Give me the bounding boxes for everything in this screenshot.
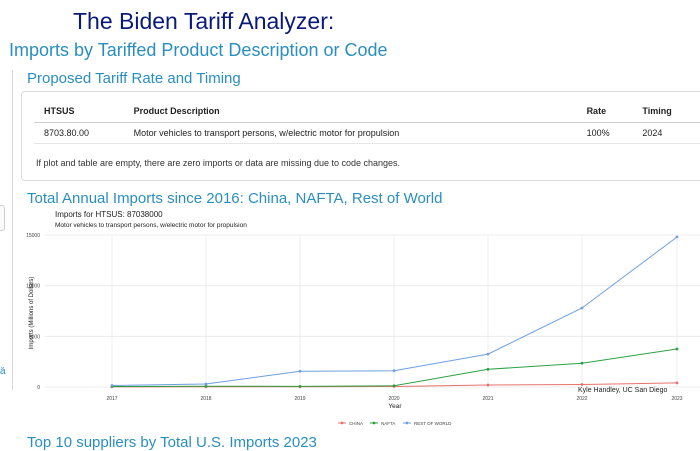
data-point (110, 384, 114, 387)
data-point (580, 361, 584, 365)
data-point (392, 384, 396, 388)
y-axis-label: Imports (Millions of Dollars) (29, 277, 35, 350)
x-tick-label: 2020 (388, 396, 399, 402)
cell-rate: 100% (576, 122, 633, 144)
legend-label: CHINA (349, 421, 363, 426)
column-header-timing: Timing (632, 100, 700, 123)
page-subtitle: Imports by Tariffed Product Description … (9, 40, 388, 60)
legend-marker (340, 421, 344, 425)
data-point (298, 369, 302, 373)
data-point (204, 382, 208, 386)
column-header-description: Product Description (123, 100, 577, 123)
chart-annotation: Kyle Handley, UC San Diego (578, 387, 667, 394)
data-point (580, 306, 584, 310)
cell-htsus: 8703.80.00 (34, 122, 124, 144)
data-point (486, 352, 490, 356)
data-point (675, 381, 679, 385)
legend-marker (372, 421, 376, 425)
x-tick-label: 2023 (671, 396, 682, 402)
chart-legend: CHINA NAFTA REST OF WORLD (338, 421, 452, 426)
column-header-htsus: HTSUS (34, 100, 124, 123)
empty-data-note: If plot and table are empty, there are z… (36, 158, 401, 168)
legend-label: REST OF WORLD (414, 421, 452, 426)
chart-subtitle: Motor vehicles to transport persons, w/e… (55, 222, 247, 229)
tariff-card: HTSUS Product Description Rate Timing 87… (21, 91, 700, 181)
sidebar-handle[interactable] (0, 205, 5, 231)
chart-title: Imports for HTSUS: 87038000 (55, 210, 163, 219)
x-tick-label: 2018 (200, 396, 211, 402)
table-header-row: HTSUS Product Description Rate Timing (34, 100, 700, 123)
data-point (675, 235, 679, 239)
data-point (486, 383, 490, 387)
y-tick-label: 0 (37, 385, 40, 391)
chart-series (110, 235, 679, 389)
y-axis-ticks: 0 5000 10000 15000 (26, 233, 40, 391)
tariff-table: HTSUS Product Description Rate Timing 87… (34, 100, 700, 144)
legend-marker (405, 421, 409, 425)
data-point (675, 347, 679, 351)
chart-grid (45, 234, 700, 388)
table-row: 8703.80.00 Motor vehicles to transport p… (34, 122, 700, 144)
top-suppliers-heading: Top 10 suppliers by Total U.S. Imports 2… (27, 434, 317, 451)
data-point (204, 384, 208, 388)
y-tick-label: 10000 (26, 284, 40, 290)
x-axis-ticks: 2017 2018 2019 2020 2021 2022 2023 (106, 396, 682, 402)
cell-timing: 2024 (632, 122, 700, 144)
column-header-rate: Rate (576, 100, 633, 123)
x-tick-label: 2022 (576, 396, 587, 402)
data-point (392, 369, 396, 373)
chart-section-heading: Total Annual Imports since 2016: China, … (27, 190, 443, 207)
cell-description: Motor vehicles to transport persons, w/e… (123, 122, 577, 144)
imports-line-chart: Imports for HTSUS: 87038000 Motor vehicl… (26, 210, 700, 426)
data-point (298, 385, 302, 388)
x-axis-label: Year (388, 403, 402, 410)
data-point (486, 367, 490, 371)
sidebar-glyph: ä (0, 366, 6, 377)
data-point (580, 383, 584, 386)
x-tick-label: 2021 (482, 396, 493, 402)
app-title: The Biden Tariff Analyzer: (73, 8, 335, 34)
y-tick-label: 5000 (29, 334, 40, 340)
legend-label: NAFTA (381, 421, 395, 426)
y-tick-label: 15000 (26, 233, 40, 239)
x-tick-label: 2017 (106, 396, 117, 402)
sidebar-edge (0, 70, 13, 390)
tariff-section-heading: Proposed Tariff Rate and Timing (27, 70, 241, 87)
x-tick-label: 2019 (294, 396, 305, 402)
